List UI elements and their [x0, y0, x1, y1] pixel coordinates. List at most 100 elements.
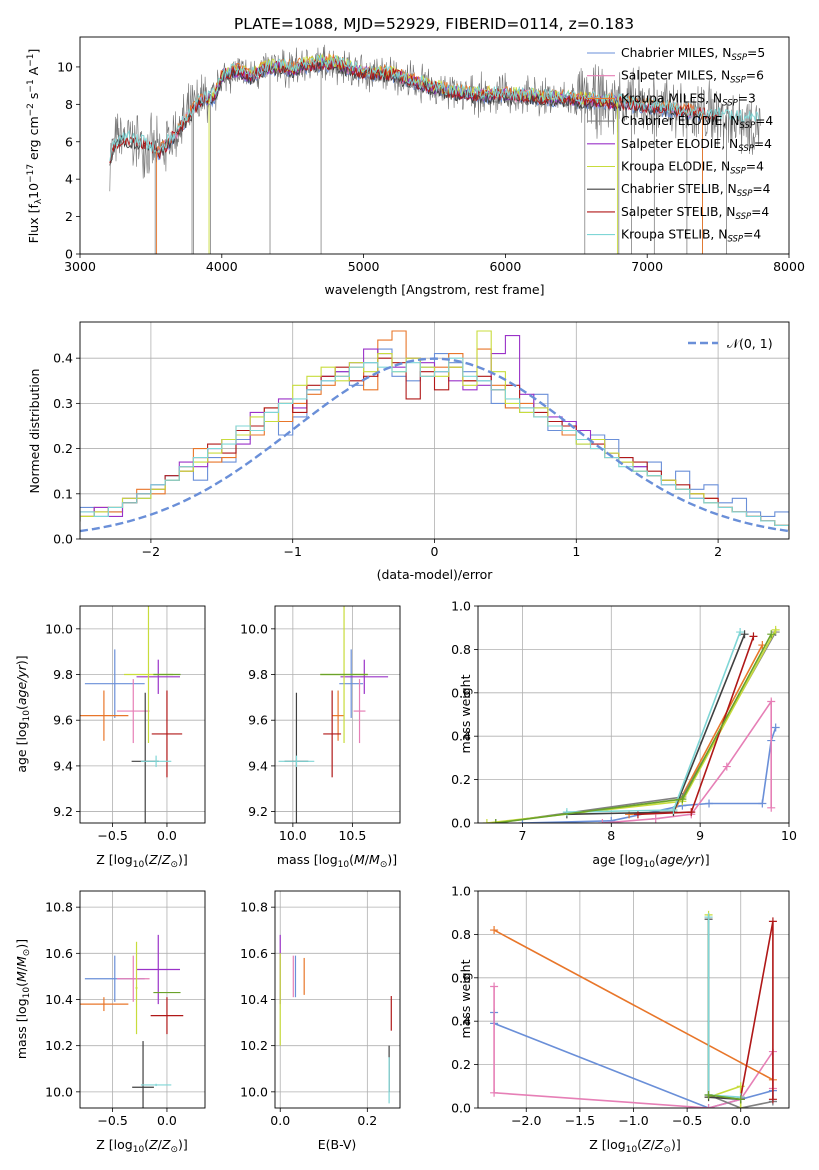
y-tick-label: 10.6 [45, 946, 73, 961]
histogram-series [80, 330, 789, 531]
y-tick-label: 10.0 [45, 621, 73, 636]
x-tick-label: 0.0 [157, 1113, 177, 1128]
weight-marker [687, 808, 696, 817]
weight-line [637, 636, 755, 816]
weight-marker [767, 697, 776, 706]
weight-marker [633, 810, 642, 819]
y-tick-label: 8 [65, 97, 73, 112]
panel-residuals: −2 −1 0 1 2 0.0 0.1 0.2 0.3 0.4 (data-model)/error… [27, 321, 790, 582]
weight-marker [736, 1095, 745, 1104]
weight-line [707, 919, 741, 1101]
x-axis-label: age [log10(age/yr)] [592, 852, 709, 870]
legend-label: Chabrier MILES, NSSP=5 [621, 46, 765, 63]
weight-marker [722, 762, 731, 771]
y-axis-label: mass [log10(M/M⊙)] [14, 939, 32, 1059]
y-tick-label: 9.8 [248, 667, 268, 682]
weight-marker [704, 1090, 713, 1099]
y-tick-label: 10.2 [240, 1038, 268, 1053]
x-axis-label: mass [log10(M/M⊙)] [277, 852, 397, 870]
weight-marker [490, 1088, 499, 1097]
histogram-series [80, 357, 789, 531]
x-tick-label: −2 [142, 544, 160, 559]
plot-area [279, 934, 392, 1104]
panel-spectrum: 3000 4000 5000 6000 7000 8000 0 2 4 6 8 10 wavelengt… [26, 36, 805, 297]
weight-line [708, 1094, 741, 1101]
weight-marker [607, 816, 616, 823]
y-tick-label: 10.0 [45, 1084, 73, 1099]
legend-label: Salpeter ELODIE, NSSP=4 [621, 137, 772, 154]
x-axis-label: wavelength [Angstrom, rest frame] [324, 282, 544, 297]
x-tick-label: 10 [781, 828, 797, 843]
y-tick-label: 9.6 [53, 713, 73, 728]
y-tick-label: 10.6 [240, 946, 268, 961]
panel-Z-mass: −0.5 0.0 10.0 10.2 10.4 10.6 10.8 Z [log10(Z/Z⊙… [14, 890, 206, 1155]
y-tick-label: 0.8 [451, 642, 471, 657]
x-tick-label: 5000 [348, 259, 380, 274]
weight-marker [768, 1095, 777, 1104]
y-tick-label: 10.0 [240, 621, 268, 636]
x-axis-label: Z [log10(Z/Z⊙)] [589, 1137, 681, 1155]
y-tick-label: 9.6 [248, 713, 268, 728]
weight-line [707, 917, 741, 1098]
y-tick-label: 0.0 [451, 1101, 471, 1116]
weight-marker [758, 799, 767, 808]
weight-marker [651, 814, 660, 823]
x-tick-label: −1.0 [618, 1113, 648, 1128]
weight-marker [562, 808, 571, 817]
y-tick-label: 10.0 [240, 1084, 268, 1099]
panel-Z-weight: −2.0 −1.5 −1.0 −0.5 0.0 0.0 0.2 0.4 0.6 0.8 1.0 Z [… [451, 884, 790, 1155]
weight-marker [771, 625, 780, 634]
y-tick-label: 0.6 [451, 685, 471, 700]
weight-marker [749, 632, 758, 641]
x-axis-label: Z [log10(Z/Z⊙)] [96, 1137, 188, 1155]
legend: Chabrier MILES, NSSP=5 Salpeter MILES, NS… [587, 46, 773, 245]
weight-marker [736, 1104, 745, 1108]
y-tick-label: 0.0 [451, 816, 471, 831]
x-tick-label: 6000 [489, 259, 521, 274]
y-tick-label: 0.3 [53, 396, 73, 411]
plot-area [482, 625, 780, 823]
weight-marker [768, 917, 777, 926]
model-line [109, 54, 760, 162]
y-axis-label: mass weight [458, 959, 473, 1038]
x-tick-label: −0.5 [97, 1113, 127, 1128]
weight-marker [678, 795, 687, 804]
x-tick-label: −2.0 [511, 1113, 541, 1128]
weight-line [602, 698, 772, 823]
y-tick-label: 10.4 [240, 992, 268, 1007]
x-tick-label: 0.0 [157, 828, 177, 843]
plot-area [80, 934, 184, 1108]
weight-marker [490, 926, 499, 935]
x-tick-label: −1 [283, 544, 301, 559]
plot-area [278, 606, 389, 823]
y-tick-label: 10.8 [240, 900, 268, 915]
x-tick-label: −1.5 [565, 1113, 595, 1128]
panel-mass-age: 10.0 10.5 9.2 9.4 9.6 9.8 10.0 mass [log10(M/M⊙… [240, 605, 401, 870]
weight-marker [740, 630, 749, 639]
y-tick-label: 1.0 [451, 884, 471, 899]
x-tick-label: 10.5 [338, 828, 366, 843]
x-tick-label: 7000 [631, 259, 663, 274]
y-tick-label: 4 [65, 172, 73, 187]
x-tick-label: 0 [431, 544, 439, 559]
histogram-series [80, 335, 789, 531]
plot-area [80, 330, 789, 533]
x-tick-label: 10.0 [279, 828, 307, 843]
y-tick-label: 0.0 [53, 532, 73, 547]
y-tick-label: 0.4 [53, 351, 73, 366]
axes-frame [477, 605, 790, 824]
y-tick-label: 0.4 [451, 729, 471, 744]
axes-frame [274, 605, 401, 824]
y-axis-label: Flux [fλ10−17 erg cm−2 s−1 A−1] [26, 49, 44, 244]
axes-frame [79, 36, 790, 255]
y-tick-label: 0.6 [451, 970, 471, 985]
y-tick-label: 0.4 [451, 1014, 471, 1029]
x-tick-label: 1 [572, 544, 580, 559]
y-tick-label: 0.1 [53, 486, 73, 501]
x-tick-label: −0.5 [672, 1113, 702, 1128]
x-tick-label: 4000 [206, 259, 238, 274]
y-tick-label: 10 [57, 59, 73, 74]
y-tick-label: 1.0 [451, 599, 471, 614]
weight-marker [767, 803, 776, 812]
